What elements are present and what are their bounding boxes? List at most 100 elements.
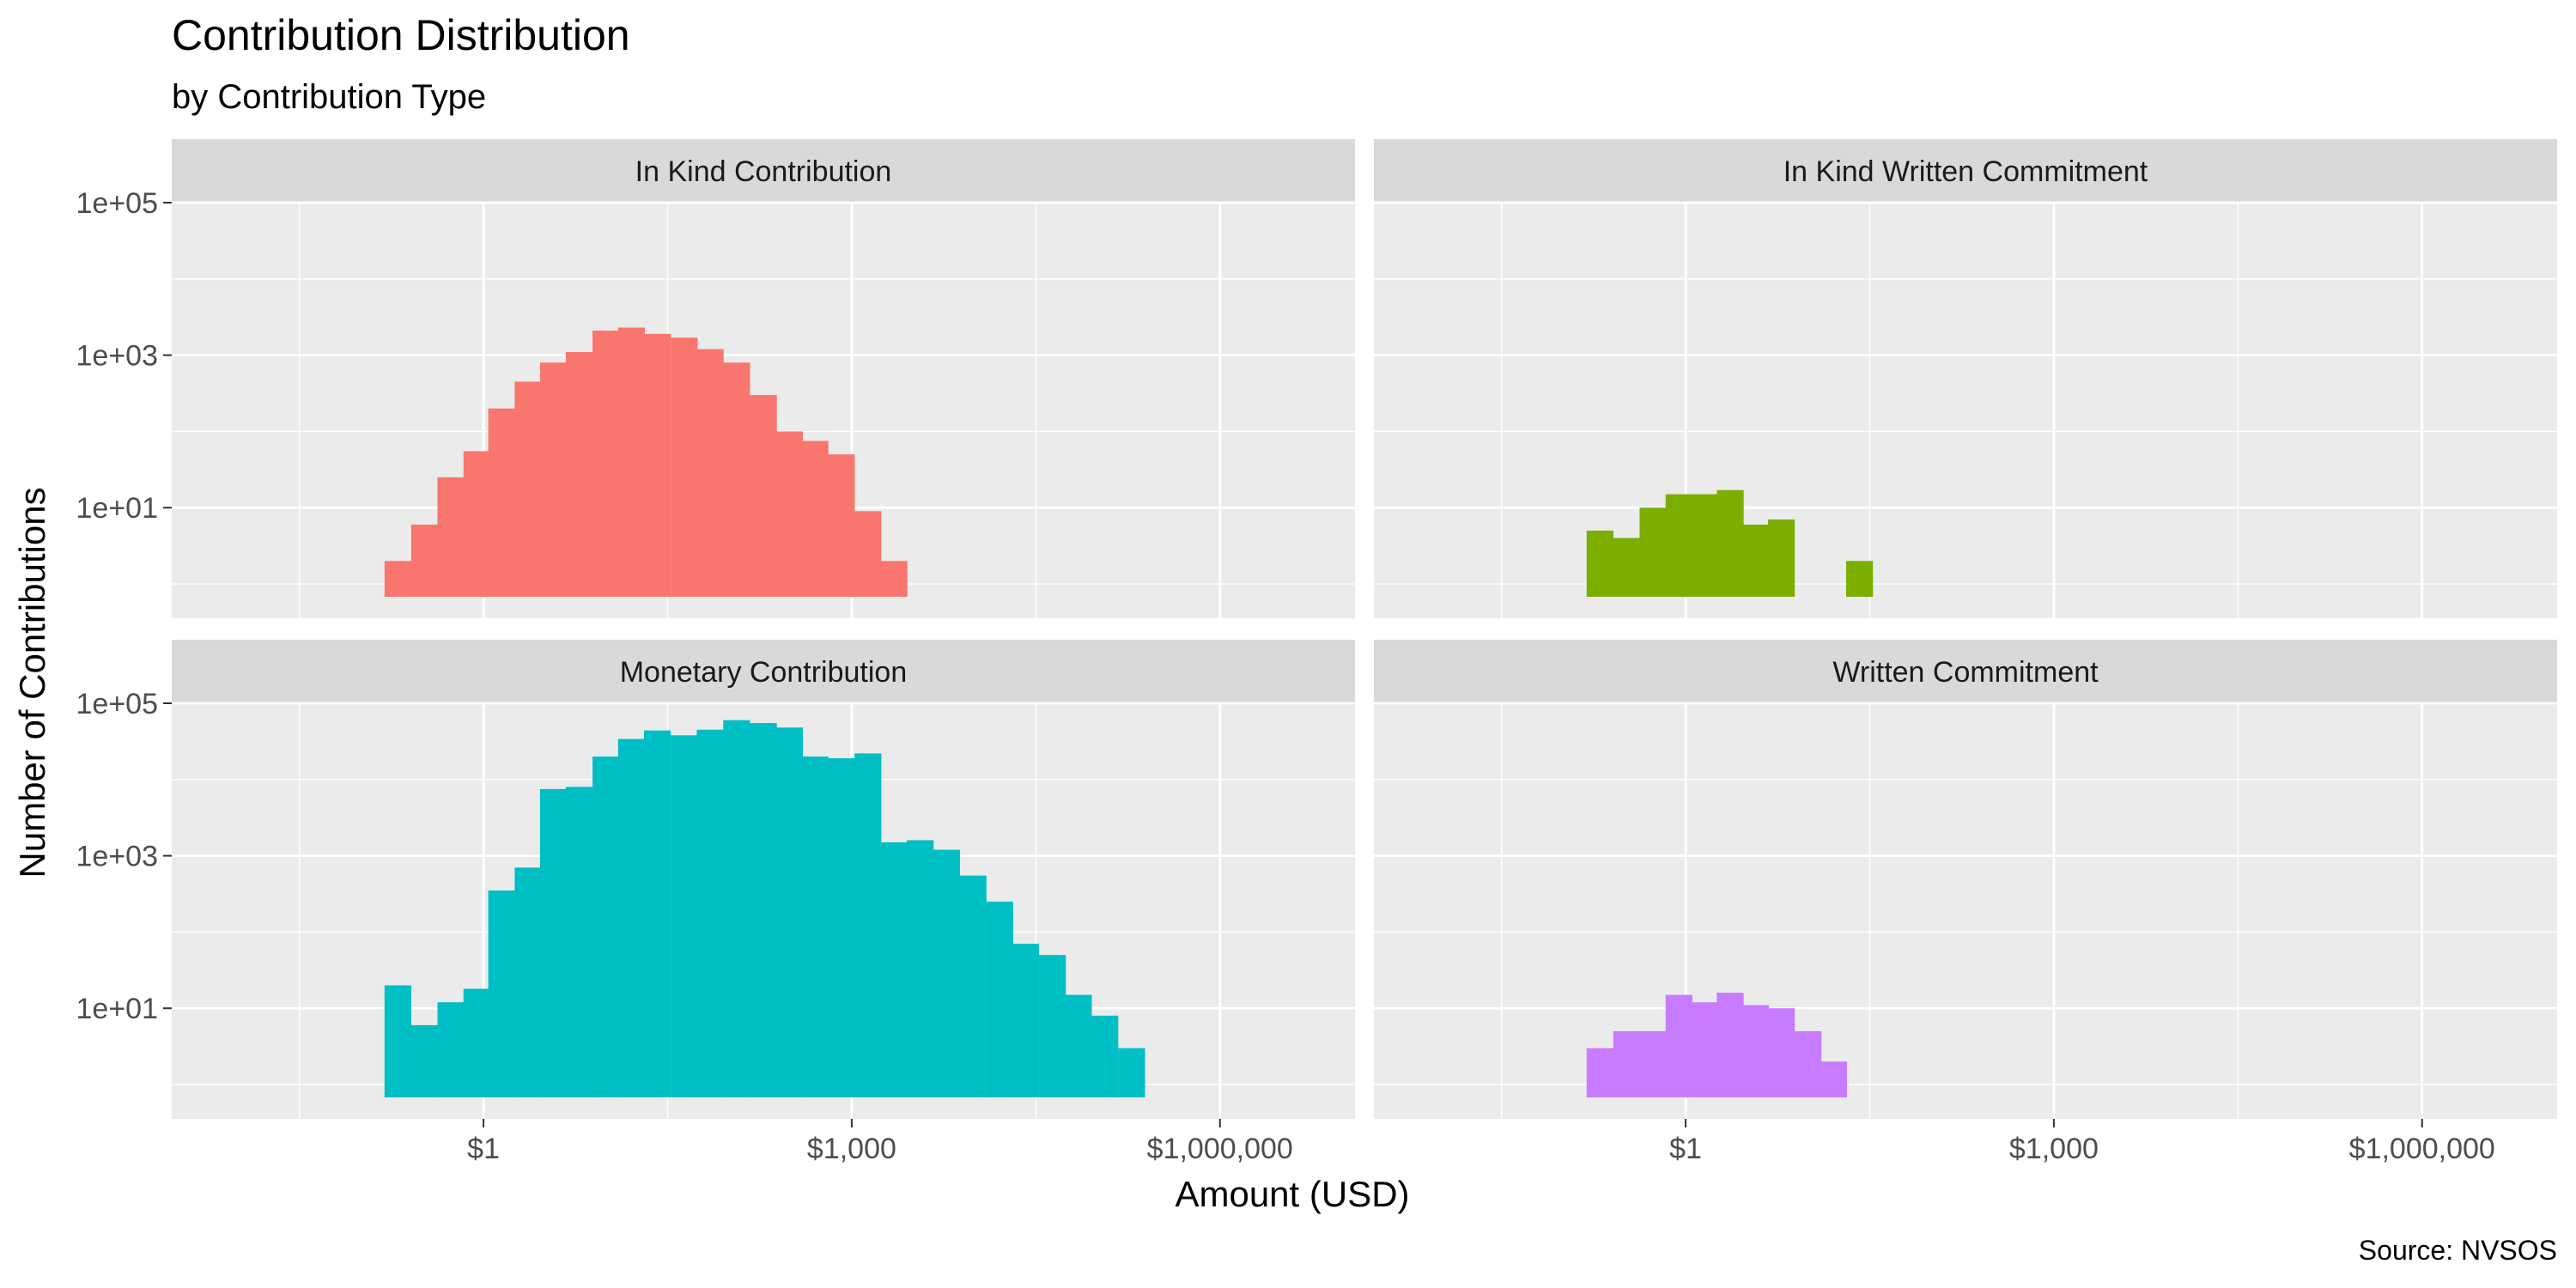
histogram-bar	[1820, 1061, 1848, 1097]
histogram-bar	[539, 788, 568, 1097]
x-tick-label: $1,000	[807, 1133, 896, 1165]
histogram-bar	[750, 395, 777, 597]
facet-strip	[1374, 139, 2557, 203]
histogram-bar	[933, 849, 960, 1097]
histogram-bar	[696, 729, 724, 1097]
facet-strip-label: In Kind Written Commitment	[1783, 155, 2148, 188]
histogram-bar	[1690, 1002, 1717, 1097]
histogram-bar	[1639, 1030, 1667, 1097]
histogram-bar	[463, 451, 491, 597]
histogram-bar	[880, 561, 908, 597]
histogram-bar	[1613, 538, 1641, 597]
histogram-bar	[1741, 524, 1770, 597]
histogram-bar	[514, 381, 542, 597]
histogram-bar	[986, 902, 1013, 1097]
facet-strip	[172, 139, 1355, 203]
histogram-bar	[592, 756, 620, 1097]
histogram-bar	[671, 337, 698, 597]
histogram-bar	[1716, 489, 1744, 597]
panel-background	[1374, 203, 2557, 618]
histogram-bar	[592, 330, 620, 597]
histogram-bar	[463, 988, 491, 1097]
histogram-bar	[880, 841, 908, 1097]
histogram-bar	[1665, 494, 1693, 597]
histogram-bar	[539, 362, 568, 597]
facet-strip	[172, 640, 1355, 703]
histogram-bar	[565, 351, 593, 597]
x-tick-label: $1	[467, 1133, 500, 1165]
x-tick-label: $1	[1669, 1133, 1702, 1165]
histogram-bar	[854, 753, 882, 1097]
facet-in-kind-written-commitment: In Kind Written Commitment	[1374, 139, 2557, 618]
x-tick-label: $1,000,000	[2349, 1133, 2495, 1165]
histogram-bar	[1795, 1030, 1822, 1097]
histogram-bar	[1012, 944, 1040, 1097]
histogram-bar	[1118, 1048, 1145, 1097]
histogram-bar	[671, 735, 698, 1097]
histogram-bar	[410, 524, 439, 597]
facet-strip-label: In Kind Contribution	[635, 155, 892, 188]
x-tick-label: $1,000	[2009, 1133, 2099, 1165]
y-tick-label: 1e+01	[76, 492, 159, 525]
histogram-bar	[643, 730, 671, 1097]
facet-in-kind-contribution: In Kind Contribution 1e+01 1e+03 1e+05	[76, 139, 1405, 618]
histogram-bar	[617, 327, 646, 597]
histogram-bar	[437, 1002, 465, 1097]
histogram-bar	[437, 477, 465, 597]
histogram-bar	[1091, 1015, 1119, 1097]
histogram-bar	[750, 723, 777, 1097]
histogram-bar	[384, 561, 412, 597]
histogram-bar	[643, 333, 671, 597]
y-axis-title: Number of Contributions	[12, 487, 52, 878]
facet-strip-label: Monetary Contribution	[620, 656, 908, 689]
facet-written-commitment: Written Commitment $1 $1,000 $1,000,000	[1374, 640, 2557, 1165]
histogram-bar	[1586, 1048, 1614, 1097]
chart-caption: Source: NVSOS	[2359, 1235, 2557, 1266]
x-tick-label: $1,000,000	[1147, 1133, 1293, 1165]
histogram-bar	[488, 408, 515, 597]
y-tick-label: 1e+05	[76, 688, 159, 720]
histogram-bar	[828, 758, 855, 1097]
histogram-bar	[1767, 519, 1795, 597]
histogram-bar	[1741, 1005, 1770, 1097]
histogram-bar	[801, 440, 829, 597]
histogram-bar	[723, 720, 750, 1097]
histogram-bar	[384, 985, 412, 1097]
histogram-bar	[775, 727, 804, 1097]
histogram-bar	[1767, 1008, 1795, 1097]
histogram-bar	[1716, 993, 1744, 1097]
histogram-bar	[488, 890, 515, 1097]
histogram-bar	[1613, 1030, 1641, 1097]
histogram-bar	[775, 431, 804, 597]
histogram-bar	[1845, 561, 1874, 597]
panel-background	[1374, 703, 2557, 1119]
histogram-bar	[696, 349, 724, 597]
histogram-bar	[565, 787, 593, 1097]
histogram-bar	[801, 756, 829, 1097]
histogram-bar	[514, 867, 542, 1097]
histogram-bar	[1665, 994, 1693, 1097]
histogram-bar	[959, 875, 987, 1097]
histogram-bar	[410, 1024, 439, 1097]
histogram-bar	[828, 454, 855, 597]
facet-strip-label: Written Commitment	[1832, 656, 2099, 689]
chart-subtitle: by Contribution Type	[172, 78, 486, 116]
y-tick-label: 1e+03	[76, 340, 159, 373]
histogram-bar	[1639, 507, 1667, 597]
histogram-bar	[617, 738, 646, 1097]
facet-strip	[1374, 640, 2557, 703]
histogram-bar	[723, 362, 750, 597]
y-tick-label: 1e+01	[76, 993, 159, 1025]
histogram-bar	[907, 840, 934, 1097]
chart-title: Contribution Distribution	[172, 11, 630, 59]
histogram-bar	[1039, 955, 1066, 1097]
histogram-bar	[1586, 530, 1614, 597]
histogram-bar	[1690, 494, 1717, 597]
x-axis-title: Amount (USD)	[1175, 1174, 1409, 1214]
y-tick-label: 1e+05	[76, 187, 159, 220]
histogram-bar	[1065, 994, 1092, 1097]
y-tick-label: 1e+03	[76, 841, 159, 873]
histogram-bar	[854, 511, 882, 597]
